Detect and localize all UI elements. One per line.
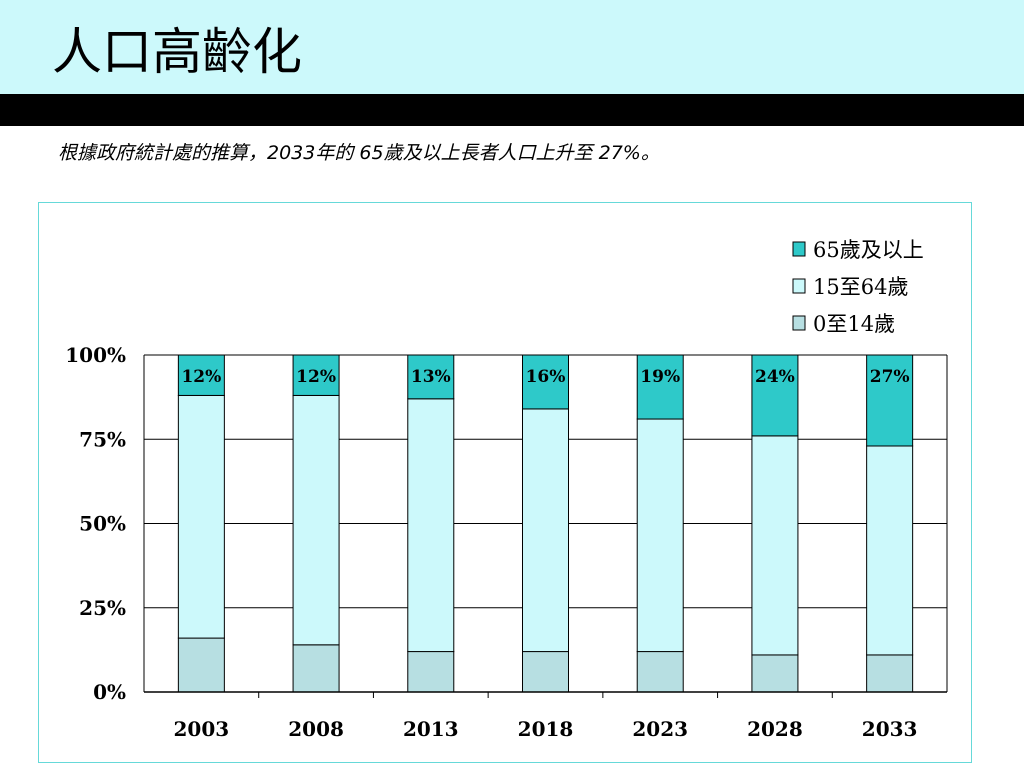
bar-segment bbox=[636, 651, 684, 693]
x-tick-label: 2018 bbox=[518, 717, 574, 741]
data-label: 24% bbox=[755, 367, 795, 387]
slide-title: 人口高齡化 bbox=[52, 23, 302, 81]
bar-segment bbox=[407, 651, 455, 693]
y-tick-label: 100% bbox=[65, 343, 126, 367]
stacked-bar-chart: 0% 25% 50% 75% 100% 12% 2003 12% 2008 13% 2013 16% 2… bbox=[65, 238, 948, 741]
bar-segment bbox=[751, 354, 799, 437]
bar-segment bbox=[177, 637, 225, 693]
bar-segment bbox=[407, 354, 455, 400]
bar-segment bbox=[751, 435, 799, 656]
bar-segment bbox=[636, 418, 684, 653]
bar-segment bbox=[292, 394, 340, 646]
bar-segment bbox=[866, 354, 914, 447]
x-tick-label: 2013 bbox=[403, 717, 459, 741]
legend-label: 0至14歲 bbox=[813, 312, 895, 336]
data-label: 19% bbox=[640, 367, 680, 387]
bar-segment bbox=[866, 445, 914, 656]
bar-segment bbox=[522, 354, 569, 410]
bar-segment bbox=[522, 651, 569, 693]
bar-segment bbox=[292, 354, 340, 396]
y-tick-label: 75% bbox=[79, 427, 126, 451]
y-tick-label: 25% bbox=[79, 596, 126, 620]
bar-segment bbox=[177, 394, 225, 639]
data-label: 27% bbox=[870, 367, 910, 387]
data-label: 13% bbox=[411, 367, 451, 387]
legend-label: 65歲及以上 bbox=[813, 238, 924, 262]
slide-subtitle: 根據政府統計處的推算，2033年的 65歲及以上長者人口上升至 27%。 bbox=[58, 142, 660, 164]
x-tick-label: 2033 bbox=[862, 717, 918, 741]
x-tick-label: 2023 bbox=[632, 717, 688, 741]
legend-swatch bbox=[792, 278, 806, 294]
divider-band bbox=[0, 94, 1024, 126]
data-label: 12% bbox=[181, 367, 221, 387]
data-label: 12% bbox=[296, 367, 336, 387]
x-tick-label: 2008 bbox=[288, 717, 344, 741]
x-tick-label: 2003 bbox=[174, 717, 230, 741]
bar-segment bbox=[522, 408, 569, 653]
legend-swatch bbox=[792, 241, 806, 257]
bar-segment bbox=[177, 354, 225, 396]
bar-segment bbox=[751, 654, 799, 693]
y-tick-label: 0% bbox=[93, 680, 126, 704]
y-tick-label: 50% bbox=[79, 512, 126, 536]
x-tick-label: 2028 bbox=[747, 717, 803, 741]
bar-segment bbox=[407, 398, 455, 653]
bar-segment bbox=[866, 654, 914, 693]
title-band bbox=[0, 0, 1024, 94]
chart-frame: 0% 25% 50% 75% 100% 12% 2003 12% 2008 13% 2013 16% 2… bbox=[38, 202, 972, 763]
bar-segment bbox=[636, 354, 684, 420]
bar-segment bbox=[292, 644, 340, 693]
legend-swatch bbox=[792, 315, 806, 331]
legend-label: 15至64歲 bbox=[813, 275, 908, 299]
data-label: 16% bbox=[526, 367, 566, 387]
